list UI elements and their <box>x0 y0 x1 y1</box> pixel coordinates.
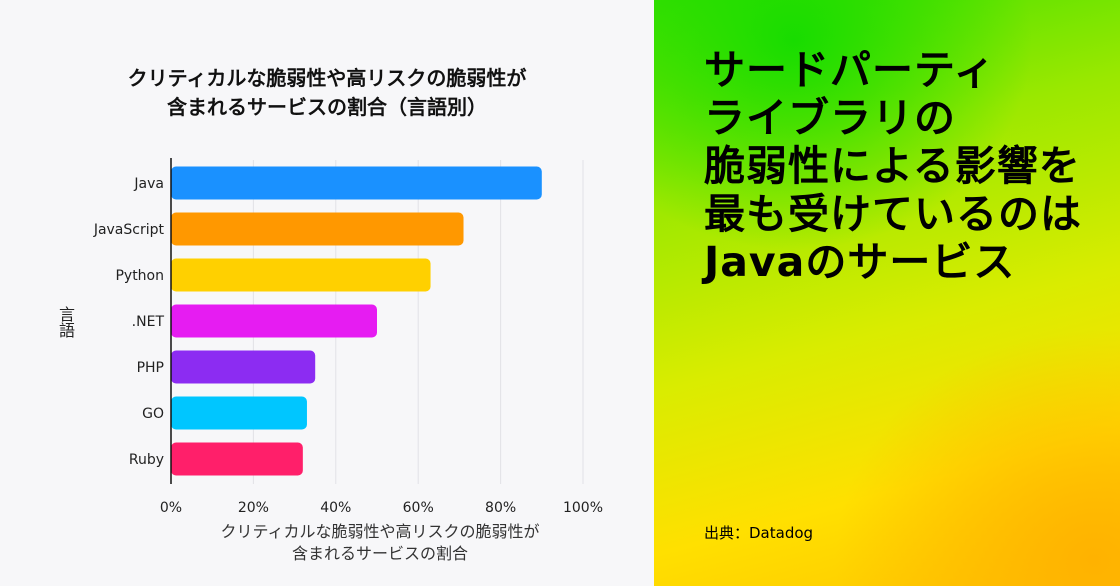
chart-title-line-2: 含まれるサービスの割合（言語別） <box>167 95 487 119</box>
bar-go <box>171 396 307 430</box>
y-axis-label: 言語 <box>56 306 75 338</box>
chart-panel: クリティカルな脆弱性や高リスクの脆弱性が 含まれるサービスの割合（言語別） 0%… <box>56 66 604 563</box>
category-label: JavaScript <box>93 222 165 238</box>
bar-net <box>171 304 377 338</box>
category-label: .NET <box>132 314 165 330</box>
x-tick-label: 100% <box>563 500 603 516</box>
source-credit: 出典：Datadog <box>704 524 814 542</box>
category-label: Ruby <box>129 452 164 468</box>
x-tick-label: 0% <box>160 500 182 516</box>
headline-line-2: ライブラリの <box>704 94 956 142</box>
x-tick-label: 40% <box>320 500 351 516</box>
headline-panel: サードパーティ ライブラリの 脆弱性による影響を 最も受けているのは Javaの… <box>654 0 1120 586</box>
bar-java <box>171 166 542 200</box>
headline-line-1: サードパーティ <box>704 46 996 94</box>
headline-line-4: 最も受けているのは <box>704 190 1082 238</box>
x-tick-label: 60% <box>403 500 434 516</box>
headline-line-5: Javaのサービス <box>704 238 1016 286</box>
bar-chart: 0% 20% 40% 60% 80% 100% Java JavaScript Python .N… <box>93 158 603 516</box>
x-tick-label: 20% <box>238 500 269 516</box>
bar-python <box>171 258 431 292</box>
category-label: PHP <box>137 360 164 376</box>
x-axis-label-line-1: クリティカルな脆弱性や高リスクの脆弱性が <box>220 522 540 541</box>
x-axis-label-line-2: 含まれるサービスの割合 <box>291 544 468 563</box>
headline-line-3: 脆弱性による影響を <box>704 142 1081 190</box>
category-label: Python <box>115 268 164 284</box>
x-tick-label: 80% <box>485 500 516 516</box>
bar-javascript <box>171 212 464 246</box>
category-label: Java <box>133 176 164 192</box>
bar-ruby <box>171 442 303 476</box>
bar-php <box>171 350 316 384</box>
category-label: GO <box>142 406 164 422</box>
chart-title-line-1: クリティカルな脆弱性や高リスクの脆弱性が <box>127 66 527 90</box>
headline: サードパーティ ライブラリの 脆弱性による影響を 最も受けているのは Javaの… <box>704 46 1104 286</box>
